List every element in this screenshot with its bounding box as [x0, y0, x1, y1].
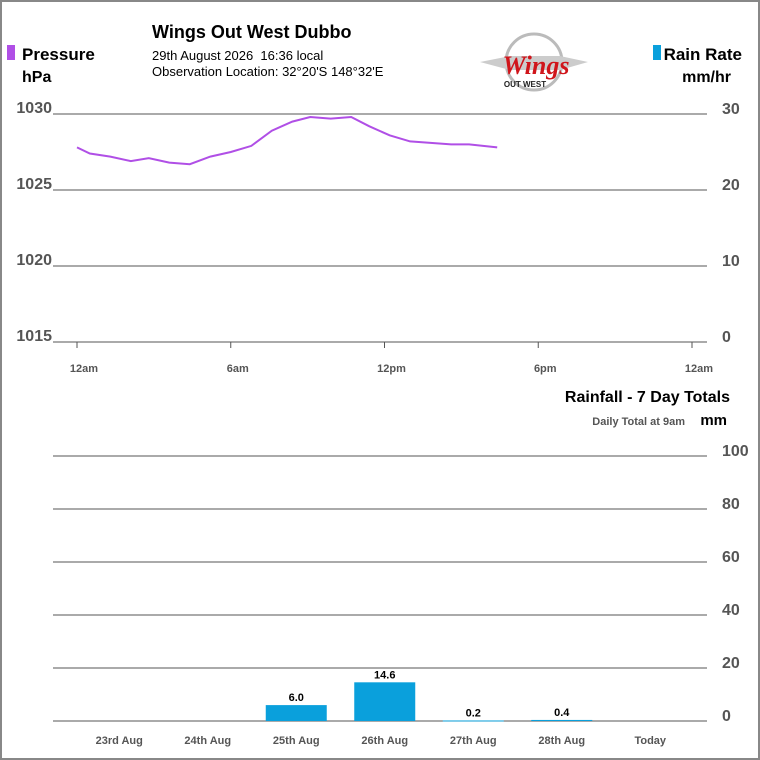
- y2-tick-label: 30: [722, 101, 740, 118]
- y-tick-label: 1025: [16, 176, 52, 193]
- value-label: 0.2: [466, 707, 481, 719]
- value-label: 14.6: [374, 669, 395, 681]
- legend-label: Rain Rate: [664, 45, 742, 64]
- logo-wings: [480, 56, 588, 70]
- x-tick-label: 12pm: [377, 363, 406, 375]
- y-tick-label: 0: [722, 708, 731, 725]
- y-tick-label: 1030: [16, 100, 52, 117]
- y-tick-label: 60: [722, 549, 740, 566]
- x-tick-label: 6am: [227, 363, 249, 375]
- y-tick-label: 1015: [16, 328, 52, 345]
- y-tick-label: 1020: [16, 252, 52, 269]
- legend-label: Pressure: [22, 45, 95, 64]
- x-tick-label: 23rd Aug: [96, 735, 143, 747]
- y2-tick-label: 10: [722, 253, 740, 270]
- bar: [354, 682, 416, 721]
- bar: [265, 705, 327, 721]
- x-tick-label: 25th Aug: [273, 735, 320, 747]
- x-tick-label: 12am: [70, 363, 98, 375]
- legend-swatch: [653, 45, 661, 60]
- subtitle: Daily Total at 9am: [592, 416, 685, 428]
- x-tick-label: 12am: [685, 363, 713, 375]
- x-tick-label: 26th Aug: [361, 735, 408, 747]
- legend-swatch: [7, 45, 15, 60]
- x-tick-label: Today: [634, 735, 666, 747]
- chart-title: Rainfall - 7 Day Totals: [565, 389, 730, 406]
- y2-tick-label: 20: [722, 177, 740, 194]
- value-label: 6.0: [289, 692, 304, 704]
- y-axis-label: hPa: [22, 69, 51, 86]
- y-tick-label: 40: [722, 602, 740, 619]
- line: [76, 115, 498, 166]
- logo: Wings OUT WEST: [480, 32, 588, 92]
- value-label: 0.4: [554, 707, 570, 719]
- x-tick-label: 27th Aug: [450, 735, 497, 747]
- logo-text: Wings: [503, 51, 570, 80]
- bar: [531, 719, 593, 721]
- bar: [442, 720, 504, 722]
- x-tick-label: 28th Aug: [538, 735, 585, 747]
- y-tick-label: 80: [722, 496, 740, 513]
- y2-axis-label: mm/hr: [682, 69, 731, 86]
- subtitle: 29th August 2026 16:36 local: [152, 48, 323, 63]
- chart-title: Wings Out West Dubbo: [152, 22, 352, 42]
- subtitle: Observation Location: 32°20'S 148°32'E: [152, 64, 384, 79]
- y2-tick-label: 0: [722, 329, 731, 346]
- y-tick-label: 100: [722, 443, 749, 460]
- x-tick-label: 24th Aug: [184, 735, 231, 747]
- y-tick-label: 20: [722, 655, 740, 672]
- logo-subtext: OUT WEST: [504, 80, 546, 89]
- y-axis-label: mm: [700, 412, 727, 429]
- x-tick-label: 6pm: [534, 363, 557, 375]
